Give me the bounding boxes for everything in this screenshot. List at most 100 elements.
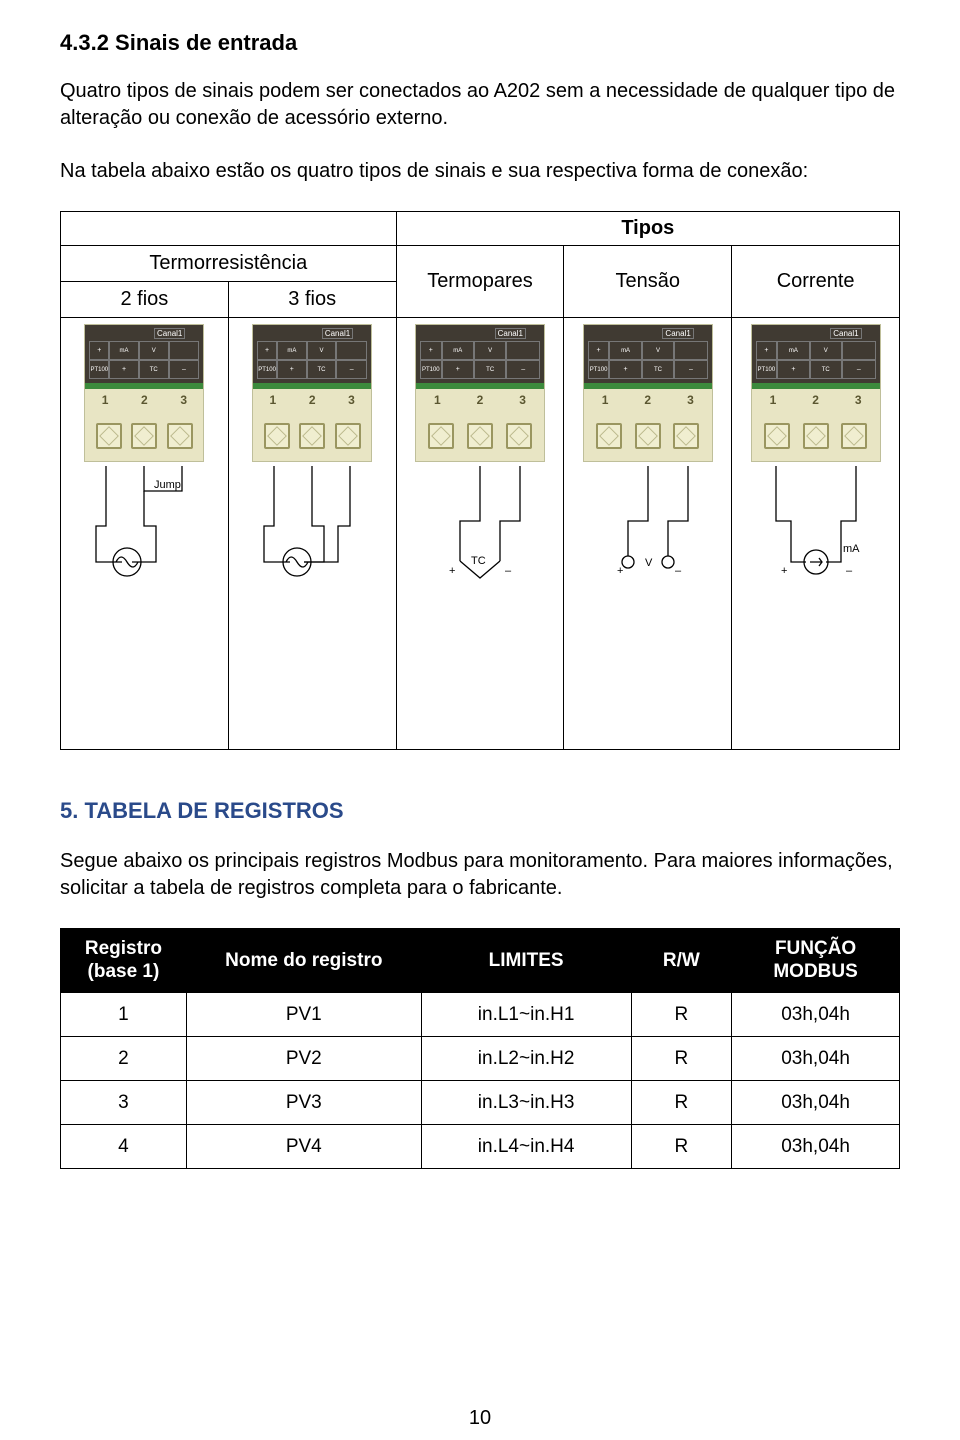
dp-tc: TC [810,360,842,379]
types-col-termorresistencia: Termorresistência [61,246,397,282]
wiring-corrente: + – mA [751,466,881,586]
terminal-module: Canal1 + mA V PT100 + TC – [252,324,372,462]
table-row: 4PV4in.L4~in.H4R03h,04h [61,1125,900,1169]
cell-fn: 03h,04h [732,1081,900,1125]
dp-minus: – [674,360,708,379]
section-5-para: Segue abaixo os principais registros Mod… [60,848,900,902]
dp-tc: TC [642,360,674,379]
reg-head-limites: LIMITES [421,929,631,993]
dp-plus: + [420,341,442,360]
terminal-screw [131,423,157,449]
reg-head-funcao-l2: MODBUS [773,961,857,982]
dp-minus: – [842,360,876,379]
ma-label: mA [843,543,860,555]
dp-pt100: PT100 [89,360,109,379]
diagram-cell-termopares: Canal1 + mA V PT100 + TC – [396,318,564,750]
dp-minus: – [336,360,367,379]
cell-reg: 4 [61,1125,187,1169]
terminal-num-3: 3 [348,393,355,407]
dp-plus2: + [277,360,307,379]
terminal-num-1: 1 [102,393,109,407]
dp-ma: mA [277,341,307,360]
jump-label: Jump [154,479,181,491]
plus-label: + [617,565,623,577]
canal-label: Canal1 [830,328,861,339]
diagram-cell-corrente: Canal1 + mA V PT100 + TC – [732,318,900,750]
types-sub-3fios: 3 fios [228,282,396,318]
types-sub-2fios: 2 fios [61,282,229,318]
cell-nome: PV3 [186,1081,421,1125]
terminal-module: Canal1 + mA V PT100 + TC – [751,324,881,462]
reg-head-registro-l1: Registro [85,938,162,959]
types-connection-table: Tipos Termorresistência Termopares Tensã… [60,211,900,750]
wiring-tensao: + V – [583,466,713,586]
table-row: 1PV1in.L1~in.H1R03h,04h [61,993,900,1037]
v-label: V [645,557,653,569]
terminal-screw [673,423,699,449]
cell-fn: 03h,04h [732,1125,900,1169]
reg-head-nome: Nome do registro [186,929,421,993]
section-4-3-2-para1: Quatro tipos de sinais podem ser conecta… [60,78,900,132]
wiring-3fios [252,466,372,586]
reg-head-funcao-l1: FUNÇÃO [775,938,856,959]
types-table-blank-header [61,212,397,246]
terminal-screw [467,423,493,449]
registers-table: Registro (base 1) Nome do registro LIMIT… [60,928,900,1169]
minus-label: – [505,565,512,577]
terminal-num-1: 1 [602,393,609,407]
types-col-termopares: Termopares [396,246,564,318]
terminal-screw [335,423,361,449]
dp-ma: mA [109,341,139,360]
terminal-screw [841,423,867,449]
dp-tc: TC [139,360,169,379]
cell-nome: PV4 [186,1125,421,1169]
dp-tc: TC [474,360,506,379]
terminal-num-2: 2 [477,393,484,407]
cell-rw: R [631,1125,732,1169]
types-table-tipos-header: Tipos [396,212,899,246]
types-col-corrente: Corrente [732,246,900,318]
cell-rw: R [631,993,732,1037]
terminal-screw [264,423,290,449]
terminal-num-3: 3 [519,393,526,407]
minus-label: – [846,565,853,577]
dp-v: V [642,341,674,360]
dp-v: V [474,341,506,360]
diagram-cell-3fios: Canal1 + mA V PT100 + TC – [228,318,396,750]
cell-reg: 2 [61,1037,187,1081]
minus-label: – [675,565,682,577]
dp-ma: mA [609,341,641,360]
section-5-title: 5. TABELA DE REGISTROS [60,798,900,824]
cell-reg: 1 [61,993,187,1037]
plus-label: + [449,565,455,577]
terminal-num-1: 1 [770,393,777,407]
dp-ma: mA [777,341,809,360]
section-4-3-2-para2: Na tabela abaixo estão os quatro tipos d… [60,158,900,185]
terminal-num-2: 2 [141,393,148,407]
cell-fn: 03h,04h [732,993,900,1037]
terminal-module: Canal1 + mA V PT100 + TC – [415,324,545,462]
terminal-num-3: 3 [855,393,862,407]
reg-head-registro: Registro (base 1) [61,929,187,993]
terminal-num-3: 3 [180,393,187,407]
dp-blank [842,341,876,360]
dp-pt100: PT100 [420,360,442,379]
terminal-num-2: 2 [309,393,316,407]
tc-label: TC [471,555,486,567]
plus-label: + [781,565,787,577]
dp-plus: + [756,341,778,360]
terminal-screw [764,423,790,449]
diagram-cell-tensao: Canal1 + mA V PT100 + TC – [564,318,732,750]
canal-label: Canal1 [322,328,353,339]
dp-pt100: PT100 [588,360,610,379]
dp-v: V [810,341,842,360]
terminal-screw [635,423,661,449]
cell-lim: in.L4~in.H4 [421,1125,631,1169]
cell-rw: R [631,1081,732,1125]
terminal-num-1: 1 [270,393,277,407]
canal-label: Canal1 [495,328,526,339]
canal-label: Canal1 [154,328,185,339]
dp-plus2: + [777,360,809,379]
terminal-screw [428,423,454,449]
dp-plus2: + [109,360,139,379]
